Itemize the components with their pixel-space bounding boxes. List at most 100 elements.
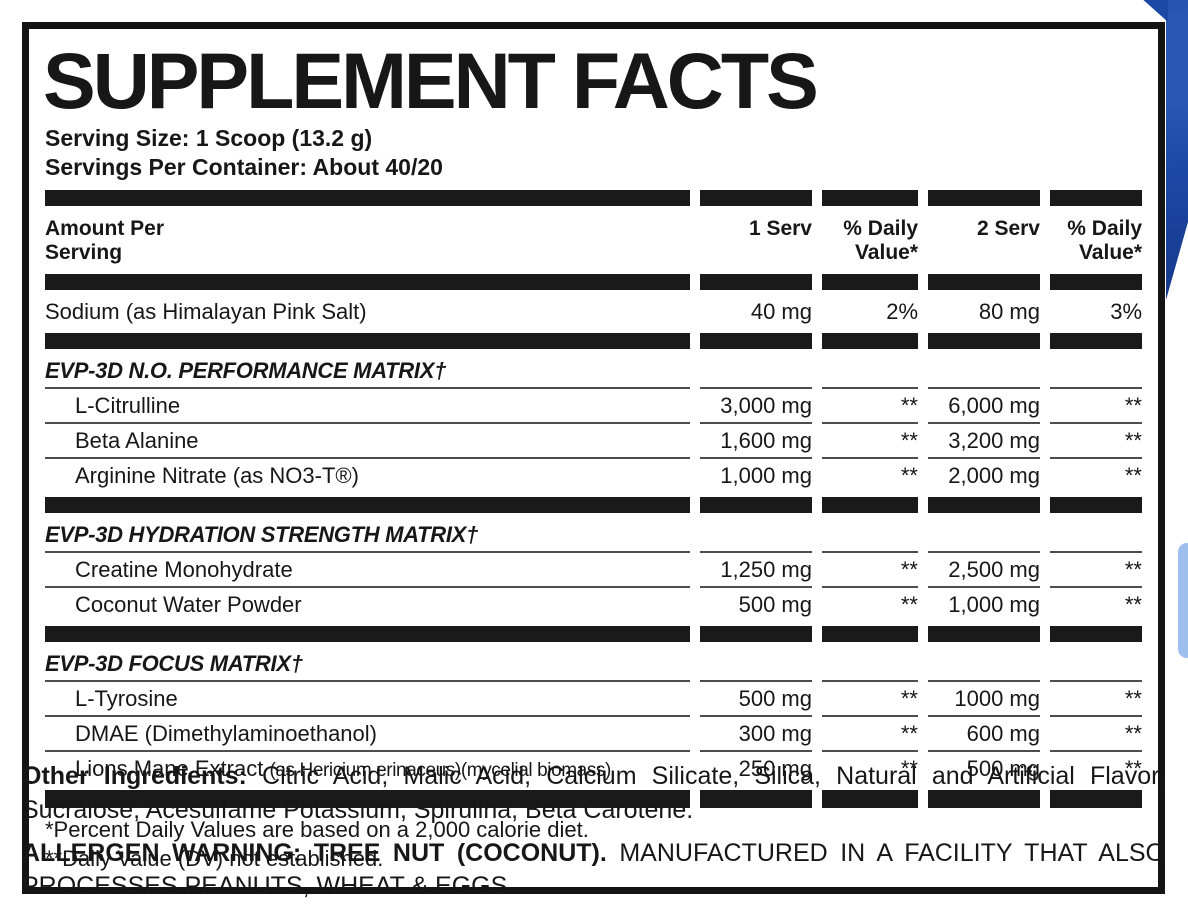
ingredient-row: Arginine Nitrate (as NO3-T®) 1,000 mg **… bbox=[45, 459, 1142, 492]
ingredient-name: Sodium (as Himalayan Pink Salt) bbox=[45, 299, 367, 325]
other-ingredients-list: Citric Acid, Malic Acid, Calcium Silicat… bbox=[22, 762, 1165, 824]
bar-segment bbox=[700, 626, 812, 643]
divider-bar bbox=[45, 189, 1142, 206]
divider-bar bbox=[45, 626, 1142, 643]
daily-value-1serv: ** bbox=[822, 717, 918, 753]
bar-segment bbox=[822, 333, 918, 350]
amount-1serv: 300 mg bbox=[700, 717, 812, 753]
bar-segment bbox=[45, 497, 690, 514]
bar-segment bbox=[45, 189, 690, 206]
amount-1serv: 1,600 mg bbox=[700, 424, 812, 460]
bar-segment bbox=[45, 333, 690, 350]
daily-value-1serv: ** bbox=[822, 424, 918, 460]
bar-segment bbox=[45, 274, 690, 291]
divider-bar bbox=[45, 790, 1142, 809]
bar-segment bbox=[700, 333, 812, 350]
ingredient-row: DMAE (Dimethylaminoethanol) 300 mg ** 60… bbox=[45, 717, 1142, 753]
ingredient-name: DMAE (Dimethylaminoethanol) bbox=[45, 717, 690, 753]
ingredient-row: L-Tyrosine 500 mg ** 1000 mg ** bbox=[45, 682, 1142, 718]
amount-2serv: 2,500 mg bbox=[928, 553, 1040, 589]
amount-1serv: 40 mg bbox=[750, 299, 812, 325]
amount-2serv: 1000 mg bbox=[928, 682, 1040, 718]
ingredient-row: L-Citrulline 3,000 mg ** 6,000 mg ** bbox=[45, 389, 1142, 425]
daily-value-1serv: ** bbox=[822, 553, 918, 589]
section-header-row: EVP-3D HYDRATION STRENGTH MATRIX† bbox=[45, 518, 1142, 554]
table-header-row: Amount Per Serving 1 Serv % Daily Value*… bbox=[45, 211, 1142, 269]
supplement-facts-panel: SUPPLEMENT FACTS Serving Size: 1 Scoop (… bbox=[22, 22, 1165, 895]
daily-value-2serv: 3% bbox=[1110, 299, 1142, 325]
ingredient-name: Beta Alanine bbox=[45, 424, 690, 460]
section-title: EVP-3D N.O. PERFORMANCE MATRIX† bbox=[45, 354, 690, 390]
bar-segment bbox=[45, 790, 690, 809]
ingredient-name: Creatine Monohydrate bbox=[45, 553, 690, 589]
ingredient-name-detail: (as Hericium erinaceus)(mycelial biomass… bbox=[269, 760, 611, 782]
bar-segment bbox=[700, 189, 812, 206]
amount-2serv: 600 mg bbox=[928, 717, 1040, 753]
daily-value-1serv: ** bbox=[900, 463, 918, 489]
divider-bar bbox=[45, 333, 1142, 350]
amount-1serv: 1,250 mg bbox=[700, 553, 812, 589]
footnote-dv-not-established: **Daily Value (DV) not established. bbox=[45, 846, 384, 872]
bar-segment bbox=[822, 626, 918, 643]
amount-1serv: 3,000 mg bbox=[700, 389, 812, 425]
header-1-serv: 1 Serv bbox=[748, 216, 812, 240]
other-ingredients-label: Other Ingredients: bbox=[22, 762, 247, 790]
daily-value-2serv: ** bbox=[1050, 553, 1142, 589]
blue-background-corner bbox=[1166, 0, 1188, 300]
daily-value-1serv: ** bbox=[900, 756, 918, 782]
divider-bar bbox=[45, 274, 1142, 291]
ingredient-row: Lions Mane Extract (as Hericium erinaceu… bbox=[45, 752, 1142, 785]
bar-segment bbox=[1050, 626, 1142, 643]
ingredient-row: Creatine Monohydrate 1,250 mg ** 2,500 m… bbox=[45, 553, 1142, 589]
other-ingredients-paragraph: Other Ingredients: Citric Acid, Malic Ac… bbox=[22, 760, 1165, 828]
bar-segment bbox=[928, 333, 1040, 350]
daily-value-1serv: 2% bbox=[886, 299, 918, 325]
amount-2serv: 80 mg bbox=[978, 299, 1040, 325]
bar-segment bbox=[928, 189, 1040, 206]
daily-value-1serv: ** bbox=[822, 682, 918, 718]
allergen-warning-paragraph: ALLERGEN WARNING: TREE NUT (COCONUT). MA… bbox=[22, 837, 1165, 905]
amount-2serv: 6,000 mg bbox=[928, 389, 1040, 425]
amount-2serv: 2,000 mg bbox=[948, 463, 1040, 489]
bar-segment bbox=[700, 790, 812, 809]
header-daily-value-2: % Daily Value* bbox=[1067, 216, 1142, 264]
allergen-warning-label: ALLERGEN WARNING: TREE NUT (COCONUT). bbox=[22, 838, 607, 867]
bar-segment bbox=[928, 626, 1040, 643]
ingredient-name: L-Citrulline bbox=[45, 389, 690, 425]
bar-segment bbox=[1050, 274, 1142, 291]
amount-1serv: 500 mg bbox=[700, 682, 812, 718]
ingredient-row: Coconut Water Powder 500 mg ** 1,000 mg … bbox=[45, 588, 1142, 621]
ingredient-row: Beta Alanine 1,600 mg ** 3,200 mg ** bbox=[45, 424, 1142, 460]
below-panel-text: Other Ingredients: Citric Acid, Malic Ac… bbox=[22, 760, 1165, 904]
ingredient-name: Arginine Nitrate (as NO3-T®) bbox=[75, 463, 359, 489]
bar-segment bbox=[822, 497, 918, 514]
amount-2serv: 1,000 mg bbox=[948, 592, 1040, 618]
bar-segment bbox=[928, 274, 1040, 291]
amount-2serv: 500 mg bbox=[966, 756, 1040, 782]
daily-value-2serv: ** bbox=[1050, 389, 1142, 425]
ingredient-name: Coconut Water Powder bbox=[75, 592, 302, 618]
section-title: EVP-3D FOCUS MATRIX† bbox=[45, 647, 690, 683]
bar-segment bbox=[1050, 790, 1142, 809]
daily-value-2serv: ** bbox=[1124, 463, 1142, 489]
serving-size-line: Serving Size: 1 Scoop (13.2 g) bbox=[45, 125, 373, 152]
daily-value-2serv: ** bbox=[1124, 592, 1142, 618]
bar-segment bbox=[700, 274, 812, 291]
bar-segment bbox=[928, 497, 1040, 514]
divider-bar bbox=[45, 497, 1142, 514]
amount-1serv: 500 mg bbox=[738, 592, 812, 618]
header-daily-value-1: % Daily Value* bbox=[843, 216, 918, 264]
bar-segment bbox=[700, 497, 812, 514]
bar-segment bbox=[822, 189, 918, 206]
light-blue-accent-shape bbox=[1178, 543, 1188, 658]
daily-value-1serv: ** bbox=[900, 592, 918, 618]
bar-segment bbox=[928, 790, 1040, 809]
allergen-warning-text: MANUFACTURED IN A FACILITY THAT ALSO PRO… bbox=[22, 838, 1165, 901]
ingredient-name: Lions Mane Extract (as Hericium erinaceu… bbox=[75, 756, 611, 782]
amount-1serv: 1,000 mg bbox=[720, 463, 812, 489]
servings-per-container-line: Servings Per Container: About 40/20 bbox=[45, 154, 443, 181]
blue-background-wedge bbox=[1143, 0, 1168, 22]
daily-value-1serv: ** bbox=[822, 389, 918, 425]
section-header-row: EVP-3D FOCUS MATRIX† bbox=[45, 647, 1142, 683]
